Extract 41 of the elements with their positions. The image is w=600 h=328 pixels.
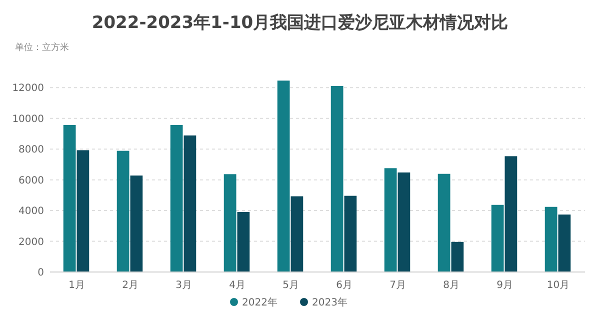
bar [438,174,450,272]
y-tick-label: 10000 [12,114,44,125]
y-tick-label: 0 [38,268,44,278]
bar [558,214,571,272]
bar [398,172,410,272]
bar [76,150,90,272]
x-tick-label: 6月 [336,280,352,291]
bar [237,212,250,272]
legend-label: 2023年 [312,296,348,308]
bar [491,204,504,272]
bar [184,135,196,272]
y-tick-label: 12000 [12,83,44,94]
bar [277,80,290,272]
y-tick-label: 2000 [18,236,44,248]
x-tick-label: 3月 [176,280,192,291]
chart-title: 2022-2023年1-10月我国进口爱沙尼亚木材情况对比 [92,13,508,33]
bar [224,174,236,272]
x-tick-label: 4月 [229,280,246,291]
bar [330,86,344,272]
bar [451,242,464,272]
x-tick-label: 5月 [282,280,299,291]
bar [344,196,357,272]
x-tick-label: 9月 [496,280,513,291]
bar [170,125,183,272]
x-tick-label: 7月 [390,280,406,291]
bar [544,206,558,272]
bar [504,156,518,272]
y-tick-label: 6000 [18,175,44,186]
bar [290,196,304,272]
x-tick-label: 8月 [443,280,460,291]
y-tick-label: 8000 [18,144,44,156]
bar [116,150,130,272]
x-tick-label: 10月 [546,280,570,291]
y-tick-label: 4000 [18,206,44,218]
bar [384,168,397,272]
bar [63,125,76,272]
x-tick-label: 2月 [122,280,138,291]
x-tick-label: 1月 [68,280,85,291]
bar [130,176,143,272]
text: 单位：立方米 [15,42,69,53]
legend-label: 2022年 [242,296,278,308]
